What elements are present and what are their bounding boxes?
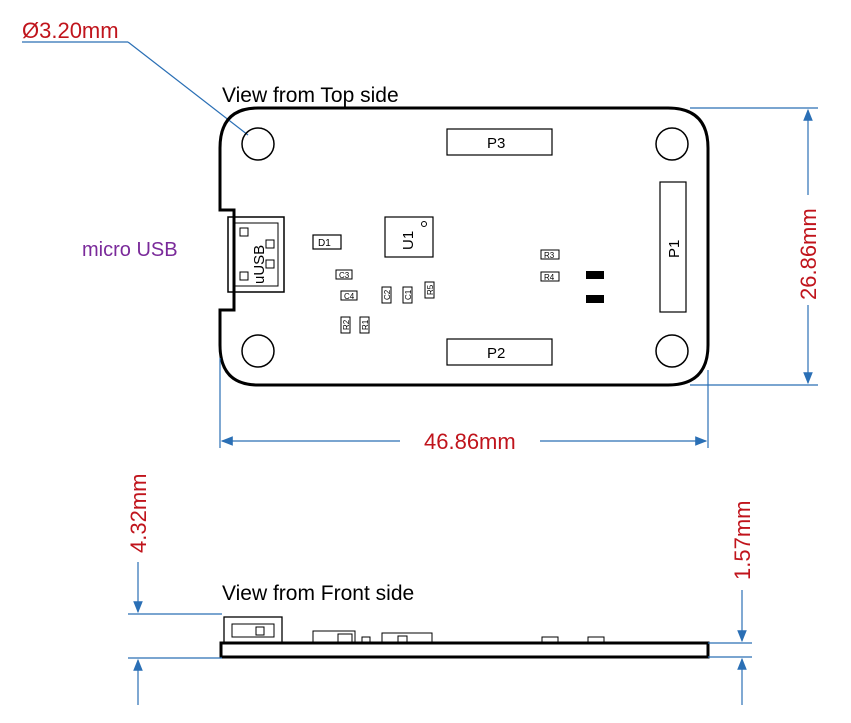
side-usb-pin — [255, 626, 265, 636]
header-p1-label: P1 — [666, 240, 683, 258]
res-r3-label: R3 — [544, 251, 555, 260]
res-r2 — [340, 316, 351, 334]
cap-c4-label: C4 — [344, 292, 355, 301]
width-label: 46.86mm — [424, 429, 516, 454]
board-thickness-label: 1.57mm — [730, 501, 755, 580]
header-p3-label: P3 — [487, 135, 505, 152]
header-p1 — [659, 181, 687, 313]
res-r4 — [540, 271, 560, 282]
diode-d1 — [312, 234, 342, 250]
header-p2-label: P2 — [487, 345, 505, 362]
res-r5 — [424, 281, 435, 299]
front-view-title: View from Front side — [222, 582, 414, 605]
usb-pad-4 — [265, 259, 275, 269]
side-part-1 — [312, 630, 356, 644]
header-p2 — [446, 338, 553, 366]
chip-u1 — [384, 216, 434, 258]
led-1 — [586, 271, 604, 279]
side-part-7 — [587, 636, 605, 644]
side-usb — [223, 616, 283, 644]
top-view-title: View from Top side — [222, 84, 399, 107]
res-r1 — [359, 316, 370, 334]
mounting-hole-bl — [241, 334, 275, 368]
header-p3 — [446, 128, 553, 156]
component-height-label: 4.32mm — [126, 474, 151, 553]
chip-u1-pin1 — [421, 221, 427, 227]
cap-c1 — [402, 286, 413, 304]
mounting-hole-tl — [241, 127, 275, 161]
micro-usb-connector — [227, 216, 285, 293]
res-r3 — [540, 249, 560, 260]
mounting-hole-br — [655, 334, 689, 368]
led-2 — [586, 295, 604, 303]
cap-c3-label: C3 — [339, 271, 350, 280]
usb-pad-1 — [239, 227, 249, 237]
res-r1-label: R1 — [361, 319, 370, 330]
res-r2-label: R2 — [342, 319, 351, 330]
height-label: 26.86mm — [796, 208, 821, 300]
res-r5-label: R5 — [426, 284, 435, 295]
usb-pad-3 — [265, 239, 275, 249]
hole-diameter-label: Ø3.20mm — [22, 18, 119, 43]
usb-pad-2 — [239, 271, 249, 281]
passive-components: C3 C4 C2 C1 R5 R2 R1 R3 R4 — [335, 249, 604, 334]
usb-silk-label: uUSB — [251, 245, 268, 284]
cap-c3 — [335, 269, 353, 280]
side-part-2 — [337, 633, 353, 644]
res-r4-label: R4 — [544, 273, 555, 282]
pcb-outline — [218, 106, 710, 387]
cap-c2 — [381, 286, 392, 304]
side-usb-inner — [231, 623, 275, 638]
side-part-5 — [397, 635, 408, 644]
mounting-hole-tr — [655, 127, 689, 161]
cap-c2-label: C2 — [383, 289, 392, 300]
micro-usb-annotation: micro USB — [82, 239, 178, 261]
cap-c1-label: C1 — [404, 289, 413, 300]
side-part-3 — [361, 636, 371, 644]
micro-usb-inner — [233, 222, 279, 287]
cap-c4 — [340, 290, 358, 301]
pcb-side-profile — [219, 641, 710, 659]
diode-d1-label: D1 — [318, 238, 331, 249]
chip-u1-label: U1 — [400, 231, 417, 250]
side-part-6 — [541, 636, 559, 644]
